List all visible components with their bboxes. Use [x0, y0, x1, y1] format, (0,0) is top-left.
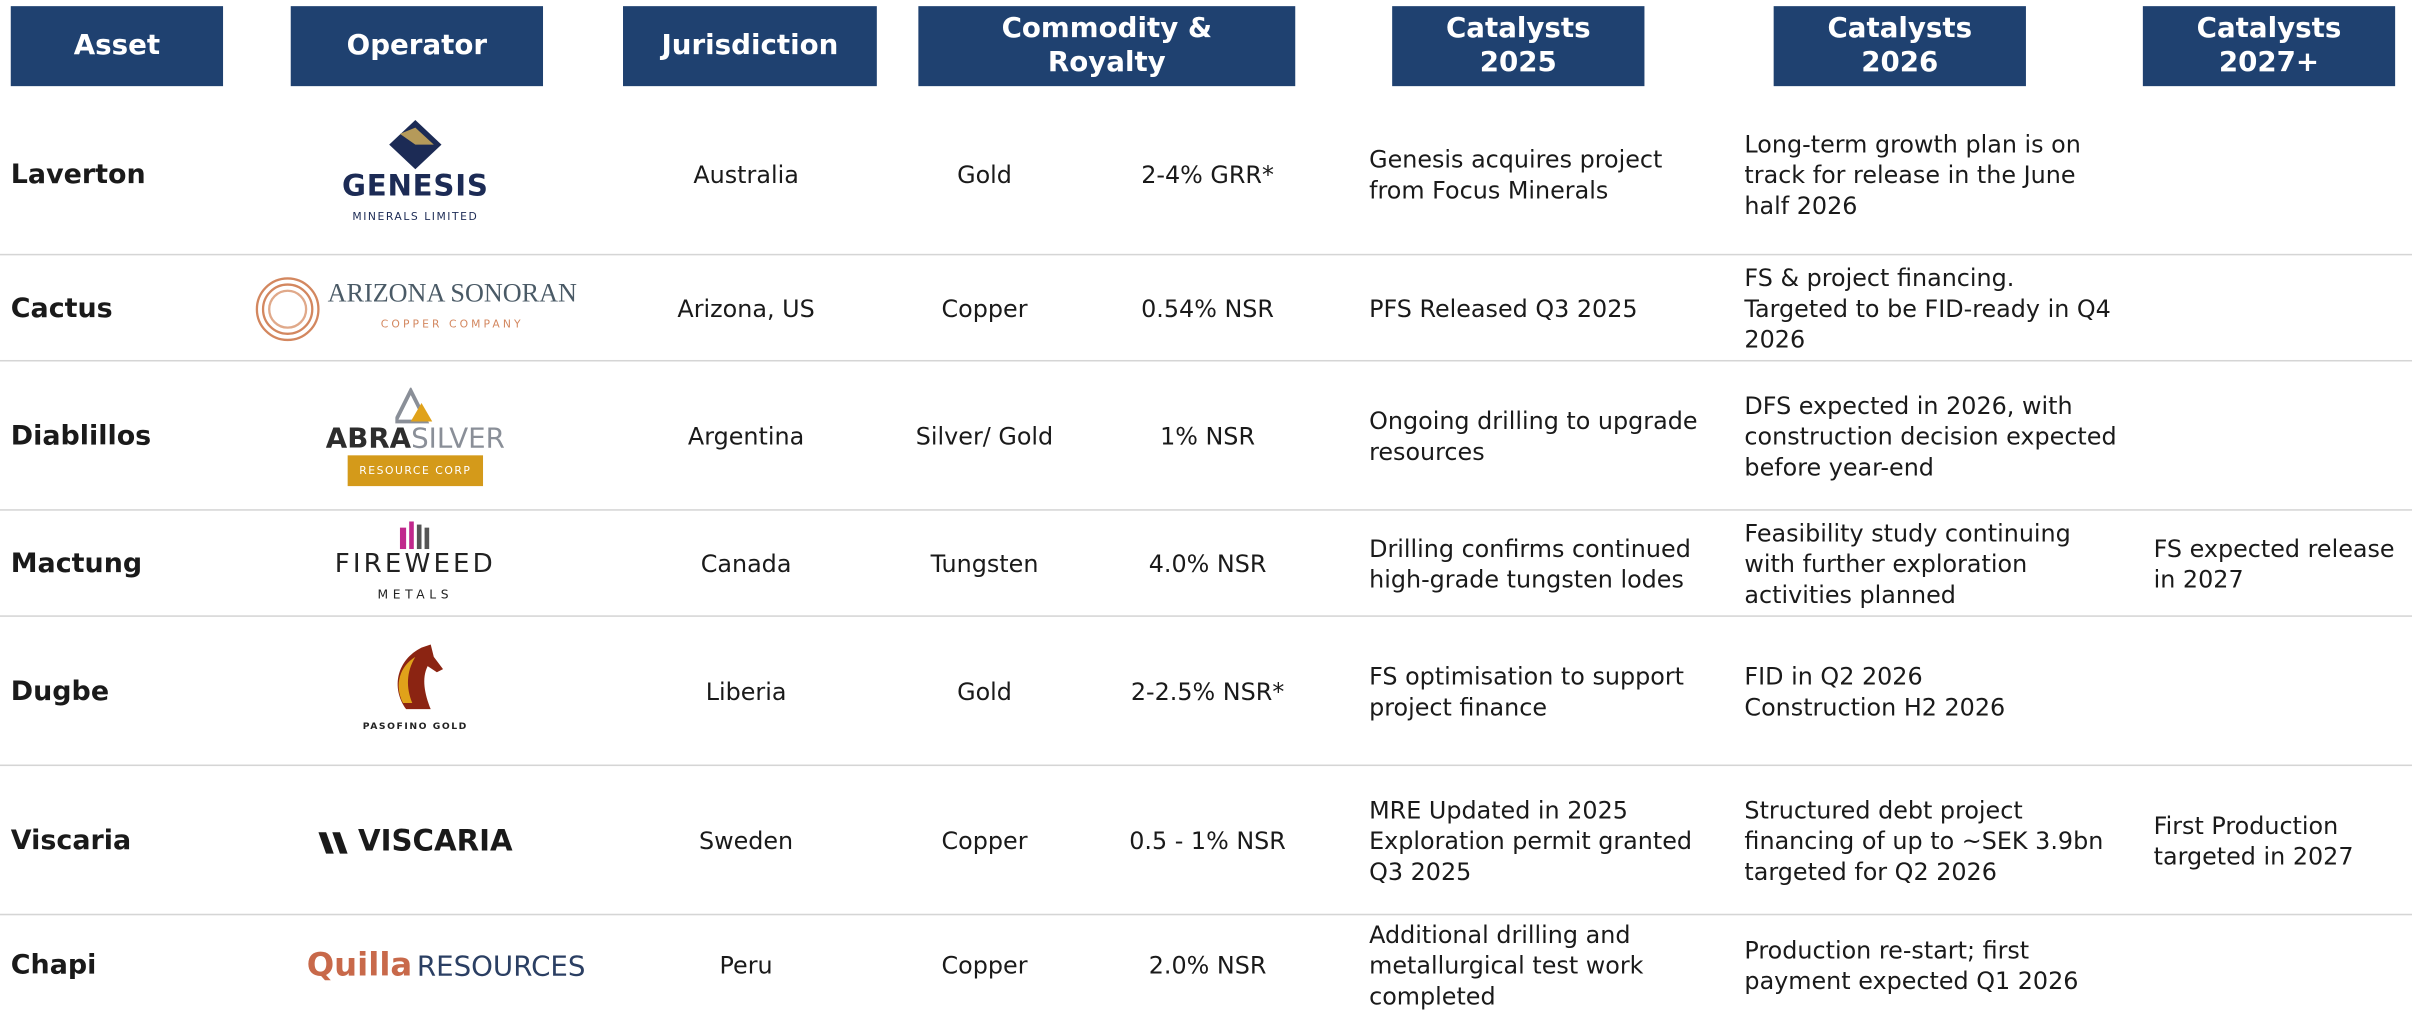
header-cell: Asset [10, 6, 224, 87]
commodity: Gold [957, 160, 1012, 189]
operator-cell: ARIZONA SONORAN COPPER COMPANY [246, 255, 584, 361]
catalyst-2026: FS & project financing. Targeted to be F… [1744, 263, 2111, 354]
commodity: Tungsten [930, 549, 1039, 578]
jurisdiction: Liberia [705, 677, 787, 706]
catalyst-2026: DFS expected in 2026, with construction … [1744, 391, 2117, 481]
asset-name: Mactung [10, 548, 143, 580]
header-cell: Catalysts 2025 [1392, 6, 1645, 87]
royalty: 4.0% NSR [1148, 549, 1267, 578]
operator-cell: GENESIS MINERALS LIMITED [246, 95, 584, 253]
logo-text: RESOURCE CORP [346, 454, 484, 486]
royalty: 2-2.5% NSR* [1130, 677, 1285, 706]
logo: FIREWEED METALS [335, 518, 496, 610]
catalyst-2027: FS expected release in 2027 [2153, 534, 2395, 594]
logo-icon [389, 119, 442, 169]
asset-name: Diablillos [10, 420, 152, 452]
asset-name: Chapi [10, 950, 97, 982]
asset-name: Viscaria [10, 825, 132, 857]
catalyst-2025: Additional drilling and metallurgical te… [1369, 921, 1644, 1011]
royalty: 2-4% GRR* [1141, 160, 1274, 189]
catalyst-2025: Ongoing drilling to upgrade resources [1369, 406, 1698, 466]
table-row: Laverton GENESIS MINERALS LIMITED Australia… [0, 95, 2412, 253]
operator-cell: ABRASILVER RESOURCE CORP [246, 362, 584, 511]
operator-cell: Quilla RESOURCES [246, 915, 586, 1017]
commodity: Copper [941, 294, 1028, 323]
logo-icon [397, 643, 444, 709]
royalty: 1% NSR [1160, 422, 1256, 450]
logo-icon [395, 386, 433, 423]
table-row: Chapi Quilla RESOURCES Peru Copper 2.0% NSR Ad… [0, 913, 2412, 1017]
logo-text: RESOURCES [416, 950, 586, 983]
table-row: Mactung FIREWEED METALS Canada Tungsten 4.0% … [0, 509, 2412, 617]
header-cell: Operator [290, 6, 544, 87]
logo-text: PASOFINO GOLD [362, 720, 468, 732]
catalyst-2025: MRE Updated in 2025 Exploration permit g… [1369, 796, 1693, 886]
logo: GENESIS MINERALS LIMITED [342, 118, 489, 232]
asset-name: Cactus [10, 293, 113, 324]
logo-text: METALS [377, 586, 454, 601]
jurisdiction: Peru [719, 952, 773, 980]
catalyst-2026: Structured debt project financing of up … [1744, 796, 2104, 886]
table-row: Cactus ARIZONA SONORAN COPPER COMPANY Arizo… [0, 253, 2412, 362]
jurisdiction: Arizona, US [677, 294, 815, 323]
operator-cell: PASOFINO GOLD [246, 617, 584, 766]
logo: VISCARIA [318, 825, 513, 856]
jurisdiction: Australia [693, 160, 799, 189]
commodity: Copper [941, 826, 1028, 855]
royalty: 0.54% NSR [1141, 294, 1275, 323]
table-row: Dugbe PASOFINO GOLD Liberia Gold 2-2.5% NSR*… [0, 615, 2412, 766]
catalyst-2026: Feasibility study continuing with furthe… [1744, 519, 2071, 609]
commodity: Silver/ Gold [915, 422, 1054, 450]
header-cell: Commodity & Royalty [918, 6, 1296, 87]
royalty: 2.0% NSR [1148, 952, 1267, 980]
jurisdiction: Canada [700, 549, 792, 578]
logo-text: COPPER COMPANY [380, 317, 524, 330]
catalyst-2026: Long-term growth plan is on track for re… [1744, 129, 2081, 220]
operator-cell: FIREWEED METALS [246, 511, 584, 617]
logo: PASOFINO GOLD [363, 641, 468, 743]
logo: ARIZONA SONORAN COPPER COMPANY [254, 275, 577, 343]
catalyst-2025: FS optimisation to support project finan… [1369, 662, 1685, 721]
catalyst-2027: First Production targeted in 2027 [2153, 811, 2354, 870]
logo-icon [255, 276, 320, 341]
catalyst-2026: Production re-start; first payment expec… [1744, 936, 2079, 996]
table-row: Diablillos ABRASILVER RESOURCE CORP Argenti… [0, 359, 2412, 511]
royalty: 0.5 - 1% NSR [1129, 826, 1286, 855]
catalyst-2025: Drilling confirms continued high-grade t… [1369, 534, 1691, 594]
logo-text: ARIZONA SONORAN [327, 277, 577, 307]
logo-text: FIREWEED [334, 548, 496, 580]
commodity: Gold [957, 677, 1012, 706]
jurisdiction: Sweden [698, 826, 794, 855]
logo-text: GENESIS [341, 168, 489, 203]
logo-text: Quilla [306, 946, 413, 983]
catalyst-2025: Genesis acquires project from Focus Mine… [1369, 145, 1663, 204]
header-cell: Catalysts 2027+ [2142, 6, 2396, 87]
logo-icon [399, 520, 430, 549]
commodity: Copper [941, 952, 1028, 980]
header-cell: Catalysts 2026 [1773, 6, 2026, 87]
table-row: Viscaria VISCARIA Sweden Copper 0.5 - 1% NSR… [0, 764, 2412, 916]
logo: ABRASILVER RESOURCE CORP [325, 386, 505, 486]
logo-icon [318, 831, 348, 853]
jurisdiction: Argentina [687, 422, 805, 450]
logo: Quilla RESOURCES [306, 946, 586, 983]
asset-name: Dugbe [10, 676, 110, 707]
header-cell: Jurisdiction [623, 6, 877, 87]
logo-text: ABRA [325, 422, 412, 455]
catalyst-2025: PFS Released Q3 2025 [1369, 294, 1638, 323]
asset-name: Laverton [10, 159, 146, 190]
logo-text: MINERALS LIMITED [352, 209, 479, 223]
catalyst-2026: FID in Q2 2026 Construction H2 2026 [1744, 662, 2006, 721]
logo-text: SILVER [411, 422, 505, 455]
operator-cell: VISCARIA [246, 766, 584, 915]
logo-text: VISCARIA [358, 823, 513, 858]
